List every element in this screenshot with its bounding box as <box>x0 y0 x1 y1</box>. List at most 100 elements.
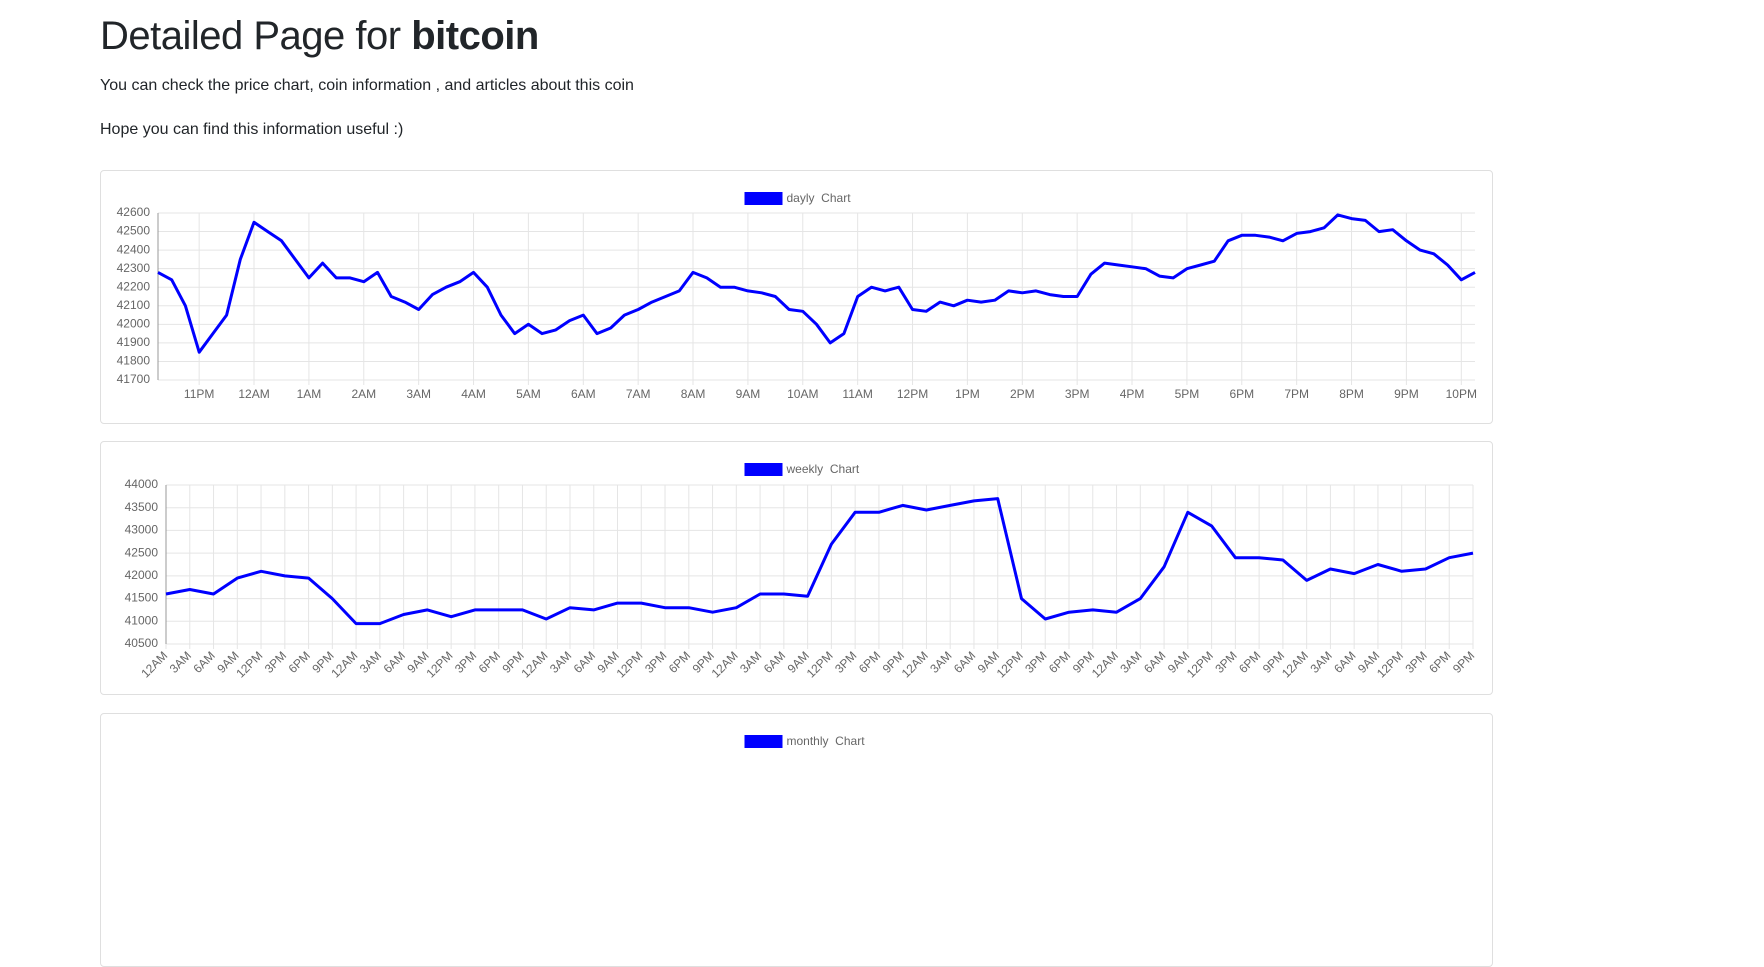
x-tick-label: 12PM <box>804 648 836 680</box>
x-tick-label: 12PM <box>423 648 455 680</box>
y-tick-label: 42200 <box>117 279 151 293</box>
x-tick-label: 12PM <box>614 648 646 680</box>
chart-card: monthly Chart <box>100 713 1493 967</box>
content: Detailed Page for bitcoin You can check … <box>100 0 1493 967</box>
x-tick-label: 12AM <box>899 648 931 680</box>
x-tick-label: 3AM <box>406 387 431 401</box>
y-tick-label: 43000 <box>125 523 159 537</box>
x-tick-label: 3AM <box>927 648 954 675</box>
x-tick-label: 8PM <box>1339 387 1364 401</box>
y-tick-label: 41500 <box>125 591 159 605</box>
y-tick-label: 41700 <box>117 372 151 386</box>
chart: weekly Chart 40500 41000 41500 42000 42500 430… <box>125 462 1478 680</box>
x-tick-label: 2PM <box>1010 387 1035 401</box>
legend-swatch <box>744 463 783 476</box>
x-tick-label: 11AM <box>842 387 872 401</box>
chart: monthly Chart <box>744 734 866 748</box>
x-tick-label: 3PM <box>1402 648 1429 675</box>
x-tick-label: 3PM <box>1065 387 1090 401</box>
price-line <box>157 213 1476 354</box>
x-tick-label: 3PM <box>832 648 859 675</box>
x-tick-label: 6PM <box>856 648 883 675</box>
legend-swatch <box>744 192 783 205</box>
chart-card: weekly Chart 40500 41000 41500 42000 42500 430… <box>100 441 1493 695</box>
x-tick-label: 4PM <box>1120 387 1145 401</box>
y-tick-label: 42000 <box>125 568 159 582</box>
x-tick-label: 6PM <box>476 648 503 675</box>
x-tick-label: 3PM <box>1212 648 1239 675</box>
x-tick-label: 5AM <box>516 387 541 401</box>
note-text: Hope you can find this information usefu… <box>100 121 404 138</box>
x-tick-label: 6AM <box>951 648 978 675</box>
x-tick-label: 2AM <box>351 387 376 401</box>
x-tick-label: 6PM <box>666 648 693 675</box>
x-tick-label: 1AM <box>297 387 322 401</box>
x-tick-label: 1PM <box>955 387 980 401</box>
x-tick-label: 3AM <box>167 648 194 675</box>
x-tick-label: 11PM <box>184 387 214 401</box>
legend-label: dayly Chart <box>787 191 852 205</box>
legend-swatch <box>744 735 783 748</box>
y-tick-label: 42600 <box>117 205 151 219</box>
x-tick-label: 8AM <box>681 387 706 401</box>
x-tick-label: 9PM <box>1394 387 1419 401</box>
x-tick-label: 10AM <box>787 387 818 401</box>
x-tick-label: 6AM <box>761 648 788 675</box>
x-tick-label: 12PM <box>897 387 928 401</box>
x-tick-label: 3PM <box>1022 648 1049 675</box>
x-tick-label: 6AM <box>571 387 596 401</box>
y-tick-label: 42100 <box>117 298 151 312</box>
x-tick-label: 10PM <box>1446 387 1477 401</box>
legend-label: monthly Chart <box>787 734 866 748</box>
y-tick-label: 42300 <box>117 261 151 275</box>
x-tick-label: 6PM <box>286 648 313 675</box>
y-tick-label: 41000 <box>125 613 159 627</box>
x-tick-label: 12PM <box>994 648 1026 680</box>
intro-text: You can check the price chart, coin info… <box>100 77 634 94</box>
x-tick-label: 7PM <box>1284 387 1309 401</box>
x-tick-label: 12AM <box>138 648 170 680</box>
x-tick-label: 6PM <box>1236 648 1263 675</box>
x-tick-label: 4AM <box>461 387 486 401</box>
x-tick-label: 6AM <box>381 648 408 675</box>
x-tick-label: 3PM <box>452 648 479 675</box>
y-tick-label: 44000 <box>125 477 159 491</box>
x-tick-label: 6PM <box>1046 648 1073 675</box>
x-tick-label: 3PM <box>262 648 289 675</box>
x-tick-label: 6PM <box>1229 387 1254 401</box>
x-tick-label: 12AM <box>709 648 741 680</box>
y-tick-label: 42500 <box>117 224 151 238</box>
legend-label: weekly Chart <box>786 462 860 476</box>
x-tick-label: 12AM <box>238 387 269 401</box>
page-title: Detailed Page for bitcoin <box>100 14 1493 59</box>
x-tick-label: 12AM <box>328 648 360 680</box>
x-tick-label: 3AM <box>737 648 764 675</box>
title-coin: bitcoin <box>411 14 539 58</box>
y-tick-label: 41800 <box>117 354 151 368</box>
x-tick-label: 9AM <box>736 387 761 401</box>
x-tick-label: 3AM <box>1307 648 1334 675</box>
chart: dayly Chart 41700 41800 41900 42000 42100 4220… <box>117 191 1477 401</box>
x-tick-label: 12PM <box>233 648 265 680</box>
y-tick-label: 42500 <box>125 545 159 559</box>
y-tick-label: 40500 <box>125 636 159 650</box>
price-line <box>165 497 1474 626</box>
x-tick-label: 6AM <box>1141 648 1168 675</box>
chart-card: dayly Chart 41700 41800 41900 42000 42100 4220… <box>100 170 1493 424</box>
x-tick-label: 12PM <box>1184 648 1216 680</box>
x-tick-label: 5PM <box>1175 387 1200 401</box>
x-tick-label: 12AM <box>1279 648 1311 680</box>
x-tick-label: 12PM <box>1374 648 1406 680</box>
x-tick-label: 6AM <box>571 648 598 675</box>
x-tick-label: 6PM <box>1426 648 1453 675</box>
y-tick-label: 43500 <box>125 500 159 514</box>
x-tick-label: 9PM <box>1450 648 1477 675</box>
x-tick-label: 3AM <box>357 648 384 675</box>
x-tick-label: 6AM <box>191 648 218 675</box>
y-tick-label: 42400 <box>117 242 151 256</box>
x-tick-label: 7AM <box>626 387 651 401</box>
y-tick-label: 42000 <box>117 317 151 331</box>
x-tick-label: 3AM <box>1117 648 1144 675</box>
page: Detailed Page for bitcoin You can check … <box>100 0 1493 967</box>
title-prefix: Detailed Page for <box>100 14 412 58</box>
